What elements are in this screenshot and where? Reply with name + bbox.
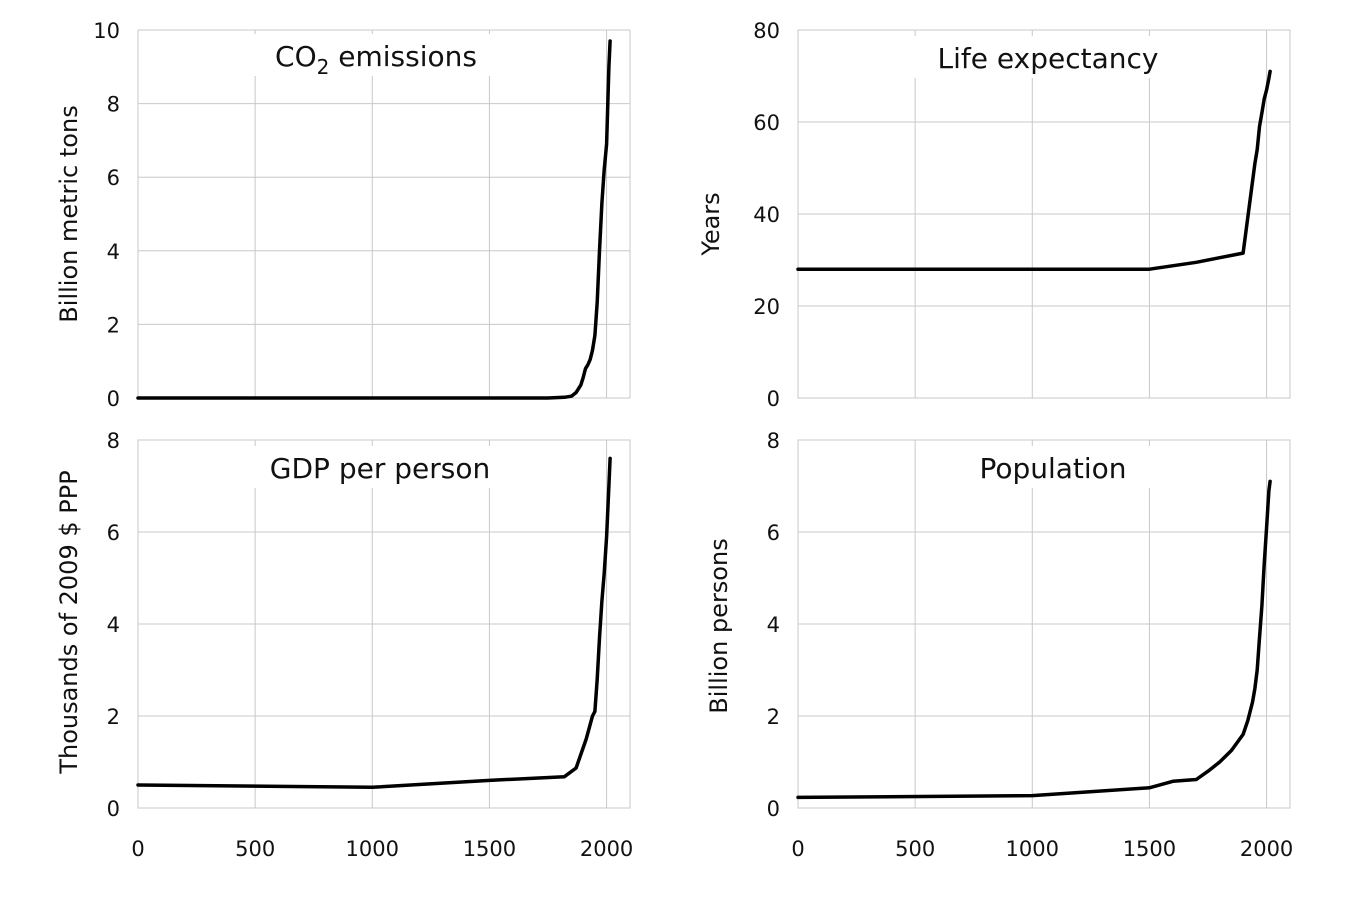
co2-y-tick-label: 0 xyxy=(107,387,120,411)
life-panel-title: Life expectancy xyxy=(938,42,1159,75)
co2-y-tick-label: 4 xyxy=(107,240,120,264)
gdp-grid xyxy=(138,440,630,808)
population-y-tick-label: 2 xyxy=(767,705,780,729)
life-expectancy-line xyxy=(796,69,1272,271)
life-y-tick-label: 60 xyxy=(753,111,780,135)
life-y-tick-label: 0 xyxy=(767,387,780,411)
gdp-per-person-panel: 0 2 4 6 8 Thousands of 2009 $ PPP GDP pe… xyxy=(55,429,633,861)
co2-plot-frame xyxy=(137,29,631,399)
life-y-axis-label: Years xyxy=(697,192,725,256)
gdp-title-background xyxy=(240,446,520,488)
population-y-tick-labels: 0 2 4 6 8 xyxy=(767,429,780,821)
population-y-tick-label: 0 xyxy=(767,797,780,821)
population-panel: 0 2 4 6 8 Billion persons Population 0 5… xyxy=(705,429,1293,861)
gdp-x-tick-label: 1000 xyxy=(346,837,399,861)
life-y-tick-label: 20 xyxy=(753,295,780,319)
life-y-tick-label: 40 xyxy=(753,203,780,227)
gdp-y-axis-label: Thousands of 2009 $ PPP xyxy=(55,470,83,774)
population-y-tick-label: 4 xyxy=(767,613,780,637)
co2-emissions-line xyxy=(136,39,612,400)
population-x-tick-label: 500 xyxy=(895,837,935,861)
co2-title-rest: emissions xyxy=(329,40,477,73)
gdp-x-tick-label: 1500 xyxy=(463,837,516,861)
population-plot-frame xyxy=(797,439,1291,809)
population-grid xyxy=(798,440,1290,808)
population-x-tick-label: 1000 xyxy=(1006,837,1059,861)
population-y-tick-label: 8 xyxy=(767,429,780,453)
gdp-y-tick-label: 8 xyxy=(107,429,120,453)
gdp-y-tick-label: 4 xyxy=(107,613,120,637)
co2-emissions-panel: 0 2 4 6 8 10 Billion metric tons CO2 emi… xyxy=(55,19,631,411)
population-title-background xyxy=(950,446,1156,488)
co2-y-tick-label: 8 xyxy=(107,93,120,117)
gdp-y-tick-label: 0 xyxy=(107,797,120,821)
population-x-tick-label: 0 xyxy=(791,837,804,861)
population-x-tick-label: 2000 xyxy=(1240,837,1293,861)
co2-grid xyxy=(138,30,630,398)
life-plot-frame xyxy=(797,29,1291,399)
gdp-per-person-line xyxy=(136,456,612,790)
population-y-tick-label: 6 xyxy=(767,521,780,545)
gdp-x-tick-labels: 0 500 1000 1500 2000 xyxy=(131,837,633,861)
gdp-plot-frame xyxy=(137,439,631,809)
co2-title-background xyxy=(254,34,498,76)
life-expectancy-panel: 0 20 40 60 80 Years Life expectancy xyxy=(697,19,1291,411)
gdp-y-tick-label: 2 xyxy=(107,705,120,729)
co2-y-axis-label: Billion metric tons xyxy=(55,105,83,322)
co2-title-subscript: 2 xyxy=(317,55,330,79)
co2-y-tick-label: 6 xyxy=(107,166,120,190)
gdp-panel-title: GDP per person xyxy=(270,452,490,485)
gdp-x-tick-label: 0 xyxy=(131,837,144,861)
gdp-y-tick-labels: 0 2 4 6 8 xyxy=(107,429,120,821)
population-line xyxy=(796,479,1272,800)
co2-title-main: CO xyxy=(275,40,317,73)
gdp-y-tick-label: 6 xyxy=(107,521,120,545)
life-grid xyxy=(798,30,1290,398)
co2-panel-title: CO2 emissions xyxy=(275,40,477,79)
life-y-tick-labels: 0 20 40 60 80 xyxy=(753,19,780,411)
population-panel-title: Population xyxy=(979,452,1126,485)
co2-y-tick-label: 10 xyxy=(93,19,120,43)
life-title-background xyxy=(908,36,1188,78)
gdp-x-tick-label: 2000 xyxy=(580,837,633,861)
gdp-x-tick-label: 500 xyxy=(235,837,275,861)
population-x-tick-label: 1500 xyxy=(1123,837,1176,861)
population-x-tick-labels: 0 500 1000 1500 2000 xyxy=(791,837,1293,861)
population-y-axis-label: Billion persons xyxy=(705,538,733,713)
life-y-tick-label: 80 xyxy=(753,19,780,43)
co2-y-tick-label: 2 xyxy=(107,313,120,337)
co2-y-tick-labels: 0 2 4 6 8 10 xyxy=(93,19,120,411)
